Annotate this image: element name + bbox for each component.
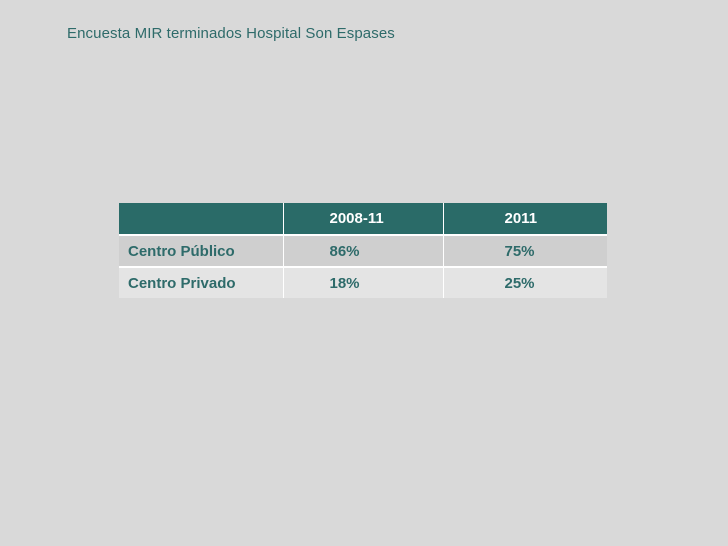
cell-privado-2011: 25% xyxy=(443,267,607,298)
cell-privado-2008-11: 18% xyxy=(283,267,444,298)
row-label-centro-privado: Centro Privado xyxy=(119,267,284,298)
row-label-centro-publico: Centro Público xyxy=(119,235,284,268)
cell-publico-2008-11: 86% xyxy=(283,235,444,268)
table-row: Centro Privado 18% 25% xyxy=(119,267,607,298)
slide-title: Encuesta MIR terminados Hospital Son Esp… xyxy=(67,25,395,42)
table-header-row: 2008-11 2011 xyxy=(119,203,607,236)
header-period-2008-11: 2008-11 xyxy=(283,203,444,236)
cell-publico-2011: 75% xyxy=(443,235,607,268)
header-blank-cell xyxy=(119,203,284,236)
survey-table: 2008-11 2011 Centro Público 86% 75% Cent… xyxy=(119,203,607,298)
header-period-2011: 2011 xyxy=(443,203,607,236)
table-row: Centro Público 86% 75% xyxy=(119,235,607,268)
